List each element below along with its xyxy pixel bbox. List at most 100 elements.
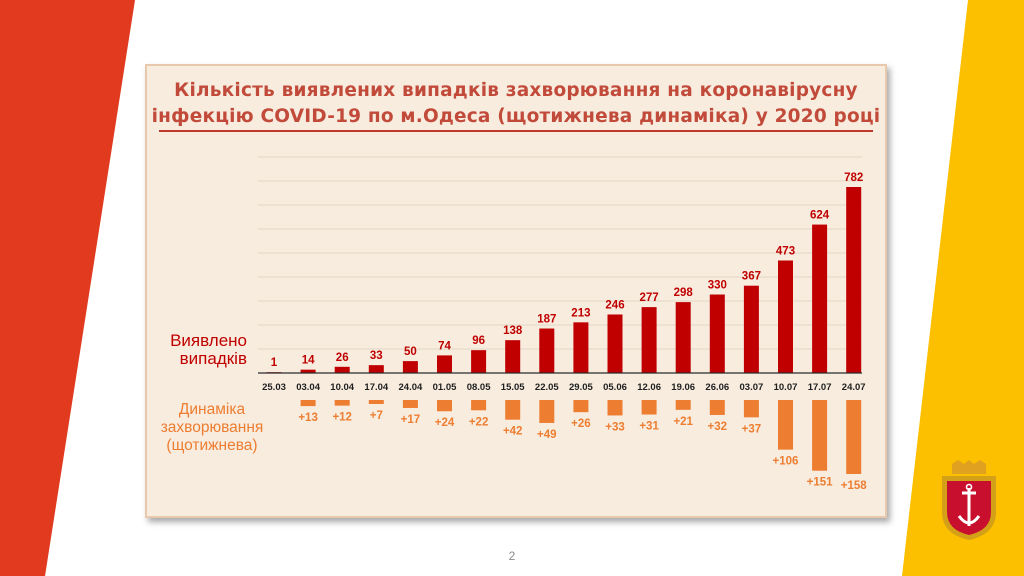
dynamics-bar: [573, 400, 589, 413]
dynamics-value-label: +158: [841, 480, 868, 492]
cases-bar: [709, 294, 725, 373]
cases-value-label: 74: [438, 340, 451, 352]
cases-value-label: 33: [370, 350, 383, 362]
right-yellow-stripe: [902, 0, 1024, 576]
cases-value-label: 782: [844, 172, 863, 184]
dynamics-bars: [300, 400, 862, 474]
date-tick-label: 10.07: [774, 382, 798, 393]
cases-bar: [471, 350, 487, 373]
cases-value-label: 138: [503, 325, 523, 337]
cases-value-label: 50: [404, 346, 417, 358]
cases-value-label: 367: [742, 271, 761, 283]
dynamics-value-label: +31: [639, 421, 659, 433]
cases-value-label: 96: [472, 335, 485, 347]
cases-bar: [334, 366, 350, 373]
dynamics-bar: [743, 400, 759, 418]
cases-series-label-line2: випадків: [180, 349, 247, 368]
cases-value-label: 246: [605, 299, 624, 311]
date-tick-label: 03.07: [740, 382, 764, 393]
dynamics-bar: [437, 400, 452, 412]
dynamics-series-label-line1: Динаміка: [179, 401, 246, 418]
cases-bar: [778, 260, 793, 373]
dynamics-value-label: +21: [673, 416, 693, 428]
cases-bar: [573, 322, 589, 373]
cases-bar: [812, 224, 828, 373]
chart-title: Кількість виявлених випадків захворюванн…: [147, 78, 885, 130]
dynamics-bar: [607, 400, 623, 416]
cases-bar: [437, 355, 452, 373]
date-tick-label: 24.07: [842, 382, 866, 393]
dynamics-value-label: +151: [807, 477, 834, 489]
dynamics-series-label-line2: захворювання: [161, 419, 264, 436]
cases-value-label: 14: [302, 355, 315, 367]
date-tick-label: 19.06: [671, 382, 695, 393]
dynamics-value-label: +49: [537, 429, 557, 441]
date-tick-label: 22.05: [535, 382, 559, 393]
dynamics-bar: [471, 400, 487, 411]
date-tick-label: 15.05: [501, 382, 525, 393]
dynamics-bar: [300, 400, 316, 407]
cases-value-label: 213: [571, 307, 590, 319]
cases-value-label: 1: [271, 357, 278, 369]
anchor-ring-icon: [965, 483, 973, 491]
cases-value-label: 277: [640, 292, 659, 304]
dynamics-value-label: +33: [605, 421, 625, 433]
cases-bar: [539, 328, 555, 373]
cases-bars: [266, 187, 862, 373]
anchor-icon: [957, 488, 981, 526]
date-tick-label: 29.05: [569, 382, 593, 393]
page-number: 2: [508, 549, 516, 563]
dynamics-bar: [539, 400, 555, 423]
left-red-stripe: [0, 0, 135, 576]
dynamics-value-label: +42: [503, 426, 523, 438]
dynamics-bar: [778, 400, 793, 450]
dynamics-value-label: +26: [571, 418, 591, 430]
cases-bar: [675, 302, 691, 373]
dynamics-bar: [812, 400, 828, 471]
dynamics-value-labels: +13 +12 +7 +17 +24 +22 +42 +49 +26 +33 +31 +21 +32 +3…: [298, 410, 867, 492]
dynamics-value-label: +24: [435, 417, 455, 429]
date-tick-label: 01.05: [433, 382, 457, 393]
emblem-crown-top: [952, 460, 986, 464]
dynamics-bar: [334, 400, 350, 406]
cases-series-label: Виявлено випадків: [170, 331, 247, 368]
dynamics-bar: [402, 400, 418, 408]
cases-bar: [300, 369, 316, 373]
cases-bar: [505, 340, 521, 373]
date-tick-label: 05.06: [603, 382, 627, 393]
cases-value-label: 624: [810, 210, 830, 222]
date-tick-label: 26.06: [705, 382, 729, 393]
cases-value-label: 473: [776, 245, 795, 257]
date-tick-labels: 25.03 03.04 10.04 17.04 24.04 01.05 08.05 15.05…: [262, 382, 865, 393]
dynamics-bar: [505, 400, 521, 420]
dynamics-value-label: +17: [401, 414, 421, 426]
dynamics-value-label: +12: [332, 412, 352, 424]
cases-value-label: 330: [708, 280, 727, 292]
dynamics-bar: [368, 400, 384, 404]
dynamics-value-label: +106: [773, 456, 799, 468]
date-tick-label: 17.04: [364, 382, 388, 393]
title-underline: [159, 130, 873, 132]
emblem-crown: [952, 464, 986, 474]
cases-bar: [402, 361, 418, 373]
dynamics-value-label: +32: [708, 421, 728, 433]
cases-value-label: 26: [336, 352, 349, 364]
dynamics-bar: [675, 400, 691, 410]
dynamics-value-label: +7: [370, 410, 383, 422]
cases-value-labels: 1 14 26 33 50 74 96 138 187 213 246 277 298 330 367 473…: [271, 172, 863, 369]
date-tick-label: 12.06: [637, 382, 661, 393]
cases-bar: [641, 307, 657, 373]
dynamics-series-label: Динаміка захворювання (щотижнева): [161, 401, 264, 454]
dynamics-value-label: +13: [298, 412, 318, 424]
dynamics-value-label: +37: [742, 423, 762, 435]
chart-panel: Кількість виявлених випадків захворюванн…: [145, 64, 887, 518]
city-coat-of-arms-emblem: [942, 460, 996, 540]
chart-title-line2: інфекцію COVID-19 по м.Одеса (щотижнева …: [151, 106, 881, 127]
gridlines: [258, 156, 862, 350]
cases-value-label: 298: [674, 287, 694, 299]
cases-bar: [607, 314, 623, 373]
cases-bar: [368, 365, 384, 373]
